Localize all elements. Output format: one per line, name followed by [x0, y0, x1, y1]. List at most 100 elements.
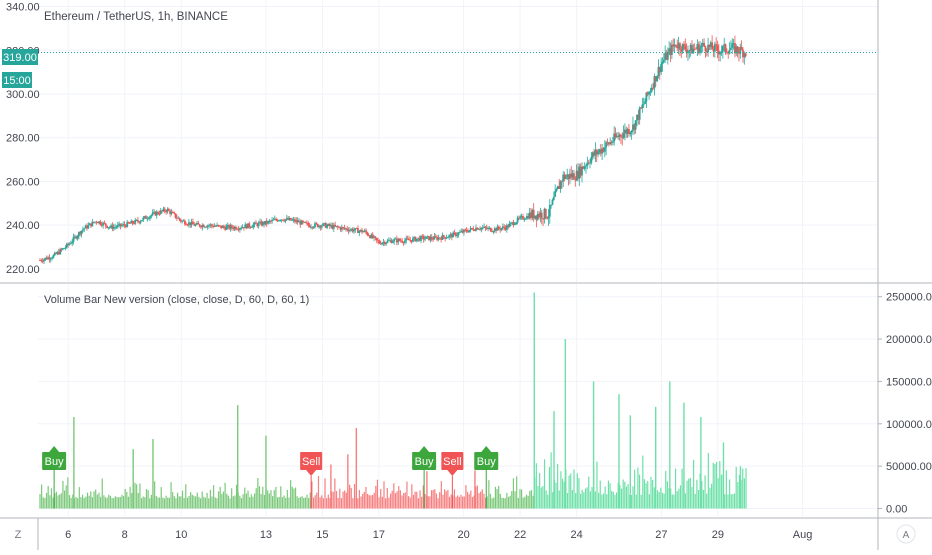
candle-body: [581, 166, 583, 176]
candle-body: [253, 222, 256, 225]
candle-body: [267, 221, 269, 224]
volume-bar: [44, 498, 46, 509]
candle-body: [49, 258, 52, 260]
volume-bar: [360, 496, 362, 509]
candle-body: [124, 225, 127, 227]
buy-signal-arrow: [49, 446, 60, 452]
candle-body: [512, 222, 515, 225]
candle-body: [556, 186, 559, 190]
volume-bar: [95, 489, 97, 509]
volume-bar: [350, 487, 352, 509]
candle-body: [463, 229, 465, 233]
candle-body: [353, 230, 355, 232]
candle-body: [107, 227, 110, 229]
candle-body: [744, 53, 747, 57]
volume-bar: [201, 491, 203, 509]
volume-bar: [214, 497, 216, 509]
volume-bar: [345, 492, 347, 509]
candle-body: [704, 46, 707, 52]
volume-bar: [502, 498, 505, 509]
candle-body: [116, 224, 119, 227]
candle-body: [654, 76, 657, 82]
candle-body: [555, 189, 558, 192]
candle-body: [48, 257, 51, 260]
volume-bar: [717, 478, 719, 509]
candle-body: [691, 44, 693, 54]
candle-body: [425, 236, 428, 239]
volume-bar: [221, 493, 223, 509]
auto-scale-button[interactable]: A: [903, 530, 910, 541]
candle-body: [399, 240, 402, 242]
volume-bar: [516, 476, 518, 509]
candle-body: [495, 228, 498, 231]
candle-body: [602, 148, 605, 152]
candle-body: [332, 224, 335, 229]
candle-body: [182, 220, 185, 222]
candle-body: [742, 49, 744, 58]
volume-bar: [591, 487, 593, 509]
volume-bar: [407, 496, 410, 509]
candle-body: [272, 219, 275, 221]
price-pane: [38, 35, 878, 264]
volume-bar: [499, 493, 501, 509]
candle-body: [374, 236, 377, 238]
candle-body: [241, 227, 244, 229]
candle-body: [444, 237, 447, 239]
volume-bar: [208, 498, 210, 509]
time-tick-label: 10: [175, 529, 187, 541]
candle-body: [461, 231, 464, 233]
candle-body: [547, 216, 550, 219]
candle-body: [198, 224, 201, 227]
candle-body: [421, 236, 424, 237]
volume-spike-bar: [669, 381, 671, 509]
volume-bar: [568, 475, 570, 509]
candle-body: [310, 226, 312, 228]
candle-body: [743, 53, 746, 58]
candle-body: [185, 224, 188, 226]
volume-bar: [668, 487, 670, 509]
volume-bar: [41, 484, 43, 509]
volume-bar: [342, 491, 344, 509]
candle-body: [699, 47, 701, 53]
candle-body: [412, 238, 414, 242]
zoom-toggle-button[interactable]: Z: [15, 529, 22, 541]
volume-bar: [478, 493, 480, 509]
volume-bar: [681, 468, 683, 509]
volume-bar: [640, 494, 642, 509]
volume-bar: [471, 497, 474, 509]
volume-bar: [419, 490, 421, 509]
volume-bar: [191, 494, 193, 509]
price-tick-label: 220.00: [6, 264, 40, 276]
candle-body: [516, 217, 519, 223]
volume-spike-bar: [265, 435, 267, 509]
volume-bar: [566, 493, 569, 509]
auto-scale-button-ring[interactable]: [896, 524, 916, 544]
candle-body: [281, 219, 284, 221]
candle-body: [544, 208, 547, 218]
volume-bar: [491, 498, 493, 509]
candle-body: [459, 232, 461, 233]
volume-bar: [62, 480, 64, 509]
volume-bar: [529, 491, 531, 509]
volume-bar: [129, 486, 131, 509]
volume-bar: [181, 490, 184, 509]
volume-bar: [312, 497, 315, 509]
volume-bar: [403, 493, 405, 509]
volume-bar: [602, 493, 605, 509]
candle-body: [607, 142, 610, 145]
candle-body: [79, 232, 82, 235]
candle-body: [257, 222, 260, 227]
volume-bar: [539, 472, 541, 509]
candle-body: [361, 229, 363, 233]
candle-body: [731, 43, 734, 48]
candle-body: [594, 150, 597, 156]
candle-body: [326, 225, 328, 228]
candle-body: [181, 220, 184, 222]
volume-bar: [658, 492, 660, 509]
candle-body: [86, 225, 88, 229]
candle-body: [509, 222, 512, 224]
volume-bar: [445, 491, 447, 509]
volume-bar: [439, 492, 441, 509]
volume-bar: [268, 493, 270, 509]
candle-body: [47, 257, 49, 260]
